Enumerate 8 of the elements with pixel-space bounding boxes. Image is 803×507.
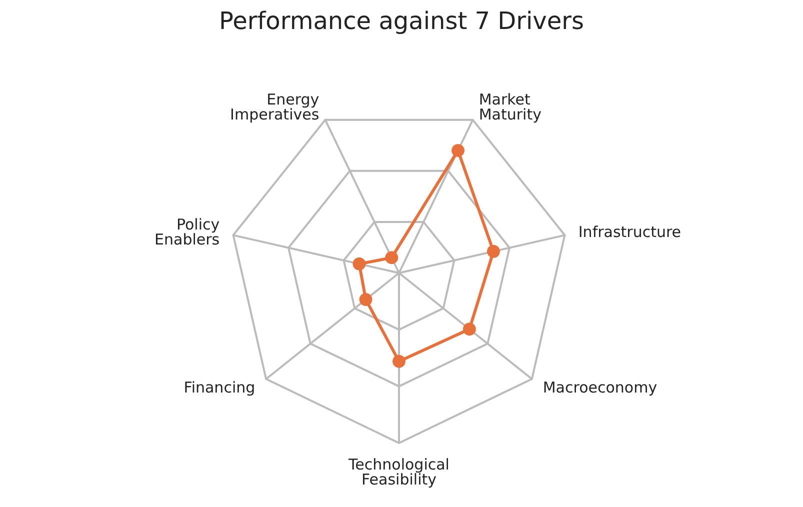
spoke-label: Market Maturity [478, 90, 542, 124]
spoke-label: Technological Feasibility [348, 456, 450, 488]
chart-title: Performance against 7 Drivers [218, 7, 584, 35]
spoke-label: Financing [184, 378, 256, 397]
spoke-label: Energy Imperatives [230, 90, 320, 124]
spoke-label: Infrastructure [578, 223, 682, 242]
spoke-label: Macroeconomy [542, 378, 658, 397]
spoke-label: Policy Enablers [154, 216, 220, 249]
